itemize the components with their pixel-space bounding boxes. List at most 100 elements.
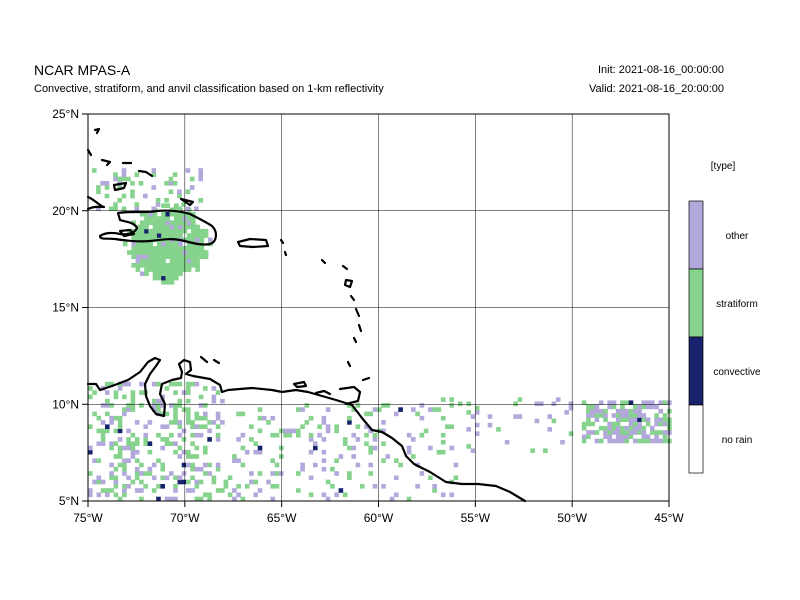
precip-cell — [440, 492, 446, 498]
precip-cell — [165, 271, 171, 277]
precip-cell — [92, 458, 97, 463]
precip-cell — [186, 246, 192, 251]
precip-cell — [139, 271, 145, 277]
precip-cell — [650, 400, 655, 405]
precip-cell — [321, 437, 327, 442]
precip-cell — [88, 449, 93, 455]
precip-cell — [436, 407, 442, 412]
precip-cell — [317, 424, 322, 429]
precip-cell — [244, 449, 250, 455]
precip-cell — [662, 400, 668, 405]
precip-cell — [164, 198, 169, 203]
precip-cell — [96, 441, 102, 446]
precip-cell — [223, 484, 229, 489]
precip-cell — [134, 420, 140, 425]
precip-cell — [174, 228, 179, 234]
precip-cell — [359, 484, 365, 489]
precip-cell — [169, 246, 175, 251]
precip-cell — [186, 462, 191, 468]
precip-cell — [381, 428, 386, 434]
precip-cell — [144, 220, 149, 225]
precip-cell — [195, 263, 200, 268]
precip-cell — [173, 381, 178, 387]
precip-cell — [144, 267, 149, 272]
precip-cell — [645, 400, 651, 405]
precip-cell — [117, 415, 123, 421]
precip-cell — [126, 381, 131, 387]
precip-cell — [173, 403, 178, 408]
precip-cell — [134, 471, 140, 476]
precip-cell — [279, 471, 284, 476]
precip-cell — [253, 441, 258, 446]
precip-cell — [117, 386, 123, 391]
precip-cell — [598, 413, 604, 418]
precip-cell — [440, 449, 446, 455]
precip-cell — [368, 445, 373, 451]
precip-cell — [88, 424, 93, 429]
precip-cell — [173, 415, 178, 421]
precip-cell — [178, 258, 183, 264]
precip-cell — [453, 462, 459, 468]
precip-cell — [603, 413, 608, 418]
precip-cell — [152, 228, 158, 234]
precip-cell — [185, 189, 191, 195]
precip-cell — [104, 181, 110, 186]
precip-cell — [181, 407, 187, 412]
precip-cell — [662, 434, 668, 439]
precip-cell — [144, 250, 149, 255]
precip-cell — [186, 381, 191, 387]
precip-cell — [113, 176, 118, 182]
precip-cell — [368, 449, 373, 455]
coast-tobago-area — [314, 389, 332, 396]
precip-cell — [283, 428, 288, 434]
precip-cell — [160, 403, 165, 408]
precip-cell — [160, 462, 165, 468]
precip-cell — [147, 420, 153, 425]
precip-cell — [186, 420, 191, 425]
precip-cell — [199, 228, 205, 234]
precip-cell — [152, 220, 158, 225]
precip-cell — [211, 420, 217, 425]
precip-cell — [161, 246, 166, 251]
precip-cell — [130, 390, 136, 395]
precip-cell — [620, 408, 625, 414]
precip-cell — [139, 246, 145, 251]
precip-cell — [139, 479, 144, 485]
precip-cell — [160, 445, 165, 451]
precip-cell — [186, 220, 192, 225]
precip-cell — [654, 417, 659, 422]
precip-cell — [198, 168, 203, 173]
precip-cell — [220, 398, 225, 404]
precip-cell — [139, 254, 145, 260]
precip-cell — [139, 224, 145, 230]
precip-cell — [165, 233, 171, 238]
precip-cell — [662, 413, 668, 418]
lon-tick-label: 75°W — [73, 511, 103, 525]
precip-cell — [130, 189, 135, 195]
precip-cell — [598, 400, 604, 405]
precip-cell — [385, 403, 391, 408]
precip-cell — [148, 241, 153, 247]
precip-cell — [244, 484, 250, 489]
precip-cell — [236, 484, 241, 489]
precip-cell — [650, 425, 655, 431]
precip-cell — [161, 280, 166, 285]
precip-cell — [126, 407, 131, 412]
precip-cell — [100, 428, 106, 434]
precip-cell — [253, 479, 258, 485]
precip-cell — [641, 425, 647, 431]
precip-cell — [257, 428, 263, 434]
precip-cell — [113, 454, 119, 459]
precip-cell — [347, 415, 352, 421]
precip-cell — [347, 420, 352, 425]
precip-cell — [161, 250, 166, 255]
precip-cell — [105, 488, 110, 493]
precip-cell — [130, 479, 136, 485]
precip-cell — [637, 425, 642, 431]
coast-hispaniola — [98, 209, 217, 246]
precip-cell — [152, 275, 158, 281]
precip-cell — [151, 407, 157, 412]
precip-cell — [211, 398, 217, 404]
precip-cell — [603, 434, 608, 439]
precip-cell — [92, 479, 97, 485]
